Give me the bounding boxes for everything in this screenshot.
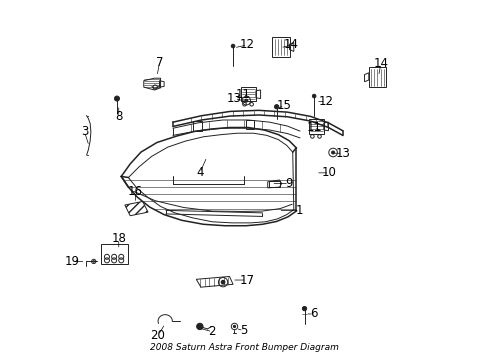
Text: 12: 12 [318, 95, 333, 108]
Text: 7: 7 [155, 56, 163, 69]
Text: 2008 Saturn Astra Front Bumper Diagram: 2008 Saturn Astra Front Bumper Diagram [150, 343, 338, 352]
Circle shape [221, 280, 224, 284]
Text: 15: 15 [277, 99, 291, 112]
Text: 3: 3 [81, 125, 88, 138]
Text: 19: 19 [65, 255, 80, 268]
Text: 13: 13 [226, 92, 242, 105]
Circle shape [331, 151, 334, 154]
Text: 14: 14 [284, 39, 299, 51]
Circle shape [244, 99, 247, 102]
Text: 2: 2 [208, 325, 216, 338]
Text: 11: 11 [306, 121, 321, 134]
Circle shape [196, 323, 203, 330]
Bar [101, 244, 127, 264]
Circle shape [302, 306, 306, 311]
Text: 8: 8 [115, 110, 122, 123]
Text: 16: 16 [128, 185, 143, 198]
Text: 14: 14 [373, 57, 387, 70]
Text: 12: 12 [240, 39, 254, 51]
Bar [246, 120, 254, 129]
Text: 11: 11 [235, 88, 250, 101]
Text: 10: 10 [322, 166, 336, 179]
Text: 4: 4 [196, 166, 203, 179]
Text: 17: 17 [239, 274, 254, 287]
Text: 9: 9 [285, 177, 292, 190]
Circle shape [93, 261, 94, 262]
Circle shape [274, 105, 278, 109]
Text: 13: 13 [335, 147, 349, 160]
Text: 20: 20 [150, 329, 165, 342]
Text: 18: 18 [111, 233, 126, 246]
Circle shape [114, 96, 119, 101]
Text: 1: 1 [296, 204, 303, 217]
Text: 5: 5 [240, 324, 247, 337]
Circle shape [231, 44, 234, 48]
Circle shape [312, 94, 315, 98]
Bar [268, 181, 279, 187]
Text: 6: 6 [310, 307, 317, 320]
Circle shape [233, 325, 235, 328]
Bar [192, 121, 201, 131]
